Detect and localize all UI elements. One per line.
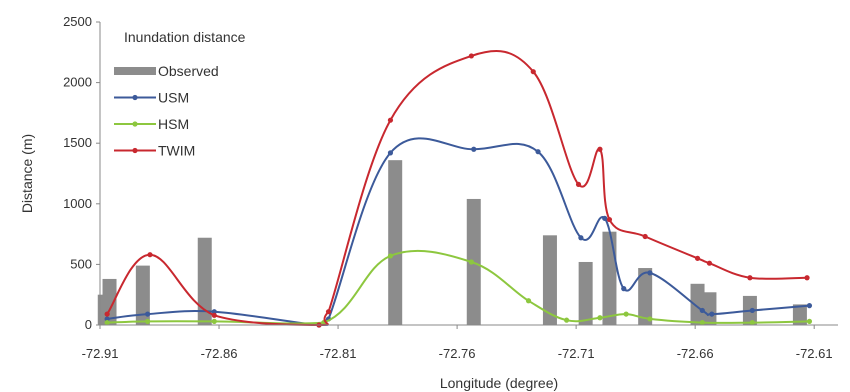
y-tick-label: 1000: [63, 196, 92, 211]
usm-point: [535, 149, 541, 155]
x-tick-label: -72.91: [82, 346, 119, 361]
usm-point: [602, 215, 608, 221]
usm-point: [387, 150, 394, 156]
x-tick-label: -72.66: [677, 346, 714, 361]
x-tick-label: -72.76: [439, 346, 476, 361]
model-lines: [104, 49, 813, 328]
twim-point: [147, 252, 153, 258]
legend-marker-twim: [132, 147, 138, 154]
hsm-point: [211, 318, 217, 324]
usm-point: [145, 311, 151, 317]
hsm-point: [597, 315, 603, 321]
twim-point: [804, 275, 810, 281]
observed-bar: [602, 231, 617, 325]
y-tick-labels: 0 500 1000 1500 2000 2500: [63, 14, 100, 332]
legend-label-usm: USM: [158, 90, 189, 106]
usm-point: [709, 311, 715, 317]
hsm-point: [525, 298, 532, 304]
y-tick-label: 2500: [63, 14, 92, 29]
x-axis-title: Longitude (degree): [440, 375, 558, 391]
legend-title: Inundation distance: [124, 29, 246, 45]
twim-point: [597, 146, 603, 152]
twim-point: [530, 69, 536, 75]
y-tick-label: 0: [85, 317, 92, 332]
hsm-point: [387, 253, 394, 259]
observed-bar: [135, 265, 150, 325]
usm-point: [211, 309, 217, 315]
twim-point: [747, 275, 753, 281]
legend-swatch-observed: [114, 67, 156, 75]
hsm-point: [145, 318, 151, 324]
usm-point: [806, 303, 813, 309]
legend-marker-usm: [132, 94, 138, 101]
legend-marker-hsm: [132, 121, 138, 127]
observed-bar: [388, 160, 403, 325]
usm-point: [699, 307, 705, 314]
x-tick-label: -72.81: [320, 346, 357, 361]
hsm-point: [647, 316, 653, 322]
observed-bars: [97, 160, 807, 325]
x-tick-label: -72.86: [201, 346, 238, 361]
y-axis-title: Distance (m): [19, 134, 35, 213]
legend-label-twim: TWIM: [158, 143, 195, 159]
usm-point: [104, 316, 110, 322]
usm-point: [647, 270, 653, 276]
hsm-point: [623, 311, 629, 317]
legend-label-hsm: HSM: [158, 116, 189, 132]
twim-point: [642, 233, 648, 240]
observed-bar: [690, 283, 705, 325]
observed-bar: [792, 304, 807, 325]
observed-bar: [578, 261, 593, 325]
observed-bar: [542, 235, 557, 325]
hsm-point: [468, 259, 474, 265]
twim-point: [575, 181, 582, 188]
hsm-point: [749, 319, 755, 326]
x-tick-label: -72.61: [796, 346, 833, 361]
twim-point: [606, 216, 613, 223]
y-tick-label: 500: [70, 256, 92, 271]
legend-items: Observed USM HSM TWIM: [114, 63, 219, 159]
twim-point: [325, 309, 332, 315]
usm-point: [749, 307, 755, 314]
twim-point: [706, 260, 713, 266]
twim-point: [468, 53, 474, 59]
hsm-point: [806, 318, 813, 324]
hsm-point: [104, 319, 110, 326]
observed-bar: [702, 292, 717, 325]
twim-point: [104, 311, 110, 317]
y-tick-label: 1500: [63, 135, 92, 150]
hsm-point: [699, 319, 705, 326]
observed-bar: [197, 237, 212, 325]
hsm-point: [564, 317, 570, 323]
usm-point: [471, 146, 477, 152]
x-tick-labels: -72.91 -72.86 -72.81 -72.76 -72.71 -72.66 -72.…: [82, 325, 833, 361]
axes: [99, 22, 838, 326]
twim-point: [694, 255, 701, 261]
x-tick-label: -72.71: [558, 346, 595, 361]
twim-point: [387, 117, 394, 123]
usm-point: [578, 235, 584, 241]
observed-bar: [638, 268, 653, 325]
y-tick-label: 2000: [63, 75, 92, 90]
legend-label-observed: Observed: [158, 63, 219, 79]
usm-point: [621, 286, 627, 292]
legend: Inundation distance Observed USM HSM TWIM: [114, 29, 246, 159]
twim-point: [211, 312, 217, 318]
